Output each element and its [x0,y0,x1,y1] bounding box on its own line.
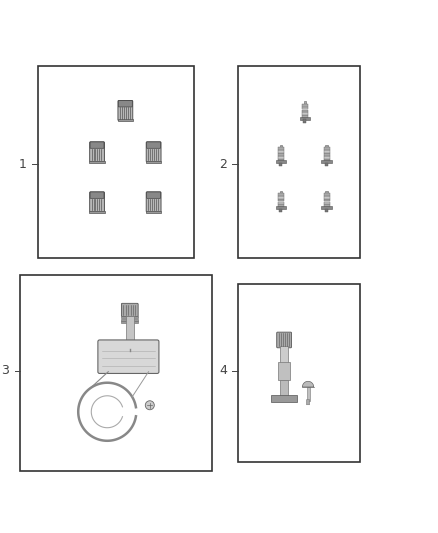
Polygon shape [302,381,314,387]
Bar [324,204,329,207]
FancyBboxPatch shape [90,192,104,212]
Bar [307,386,310,401]
Bar [278,201,284,204]
FancyBboxPatch shape [277,332,292,348]
Bar [321,206,332,209]
Bar [302,115,308,118]
Bar [38,66,194,258]
Bar [280,346,288,363]
Bar [278,196,284,199]
Bar [278,159,284,161]
Bar [278,193,284,196]
FancyBboxPatch shape [90,142,104,162]
Bar [119,342,141,349]
Bar [146,160,162,163]
FancyBboxPatch shape [146,142,161,162]
Bar [304,101,306,108]
Bar [238,66,360,258]
Bar [324,196,329,199]
Bar [325,145,328,151]
Bar [324,148,329,150]
Bar [20,275,212,471]
FancyBboxPatch shape [90,192,104,198]
FancyBboxPatch shape [90,142,104,148]
Bar [126,316,134,358]
Bar [276,206,286,209]
Bar [279,163,283,166]
Bar [117,119,133,122]
Bar [89,211,105,213]
Bar [300,117,310,119]
Bar [279,208,283,212]
Bar [280,191,282,197]
Bar [89,160,105,163]
Bar [324,201,329,204]
Bar [324,156,329,158]
Bar [271,395,297,402]
Bar [324,159,329,161]
FancyBboxPatch shape [147,192,161,198]
Bar [278,150,284,153]
Bar [121,319,138,320]
Bar [121,316,138,318]
Bar [280,145,282,151]
Text: 1: 1 [19,158,27,171]
Text: 4: 4 [219,365,227,377]
FancyBboxPatch shape [121,303,138,317]
Text: 2: 2 [219,158,227,171]
Bar [303,119,307,123]
Bar [321,160,332,163]
Bar [278,156,284,158]
Bar [325,163,328,166]
FancyBboxPatch shape [146,192,161,212]
Bar [324,153,329,156]
Bar [325,208,328,212]
Bar [325,191,328,197]
Bar [121,321,138,323]
Bar [238,284,360,462]
Circle shape [145,401,154,410]
Bar [302,104,308,107]
Bar [324,150,329,153]
Text: 3: 3 [1,365,9,377]
Bar [280,379,288,395]
Bar [278,362,290,381]
FancyBboxPatch shape [307,400,310,405]
Bar [302,112,308,115]
Bar [324,193,329,196]
Bar [302,109,308,112]
Bar [146,211,162,213]
FancyBboxPatch shape [118,101,132,107]
FancyBboxPatch shape [147,142,161,148]
Bar [324,199,329,201]
Bar [276,160,286,163]
FancyBboxPatch shape [98,340,159,374]
Bar [302,107,308,109]
Bar [278,204,284,207]
Bar [278,153,284,156]
Bar [278,199,284,201]
FancyBboxPatch shape [118,101,133,120]
Bar [278,148,284,150]
